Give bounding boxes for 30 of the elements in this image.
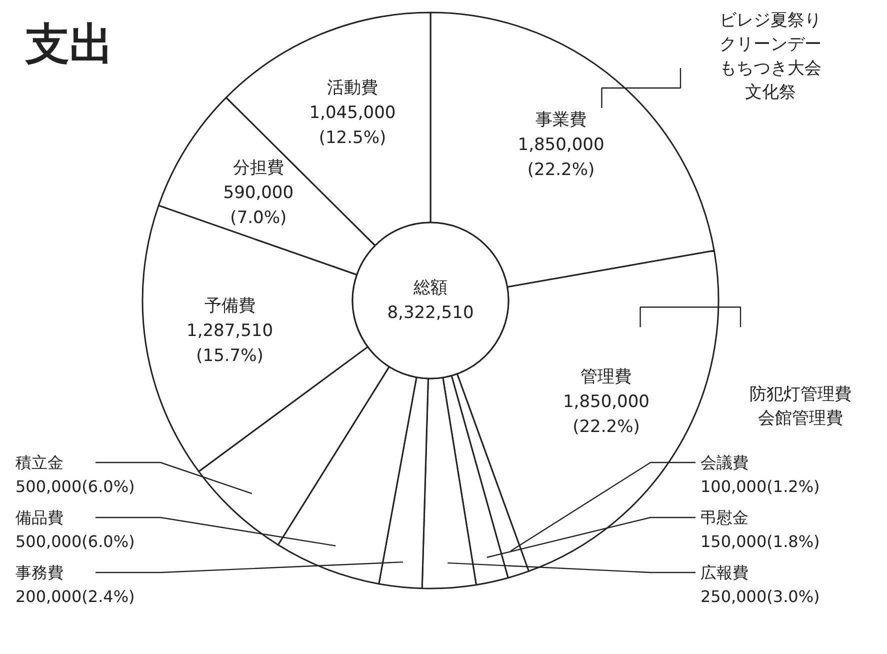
slice-label: 会議費 bbox=[700, 453, 748, 472]
slice-label: 事業費 bbox=[536, 110, 587, 130]
chart-title: 支出 bbox=[24, 19, 114, 70]
text: クリーンデー bbox=[720, 34, 822, 54]
slice-label: 予備費 bbox=[204, 296, 256, 316]
text: ビレジ夏祭り bbox=[720, 10, 822, 30]
slice-label: 広報費 bbox=[700, 563, 748, 582]
slice-label: 活動費 bbox=[326, 78, 378, 98]
data-label: 200,000(2.4%) bbox=[16, 586, 135, 606]
data-label: 1,850,000 (22.2%) bbox=[518, 135, 604, 180]
text: 文化祭 bbox=[745, 82, 796, 102]
data-label: 590,000 (7.0%) bbox=[223, 182, 294, 228]
text: 防犯灯管理費 bbox=[750, 384, 852, 404]
slice-label: 積立金 bbox=[16, 453, 64, 472]
slice-label: 管理費 bbox=[580, 367, 632, 388]
text: もちつき大会 bbox=[720, 58, 822, 78]
data-label: 1,287,510 (15.7%) bbox=[186, 320, 274, 366]
data-label: 500,000(6.0%) bbox=[16, 532, 135, 551]
data-label: 150,000(1.8%) bbox=[700, 532, 820, 551]
data-label: 1,045,000 (12.5%) bbox=[309, 103, 396, 148]
slice-label: 分担費 bbox=[232, 158, 284, 178]
slice-label: 事務費 bbox=[16, 563, 64, 582]
text: 会館管理費 bbox=[758, 408, 843, 428]
data-label: 1,850,000 (22.2%) bbox=[562, 392, 650, 438]
data-label: 100,000(1.2%) bbox=[700, 476, 820, 496]
text: 総額 8,322,510 bbox=[387, 278, 474, 323]
slice-label: 備品費 bbox=[16, 508, 64, 528]
data-label: 250,000(3.0%) bbox=[700, 586, 820, 606]
slice-label: 弔慰金 bbox=[700, 508, 748, 528]
data-label: 500,000(6.0%) bbox=[16, 476, 135, 496]
